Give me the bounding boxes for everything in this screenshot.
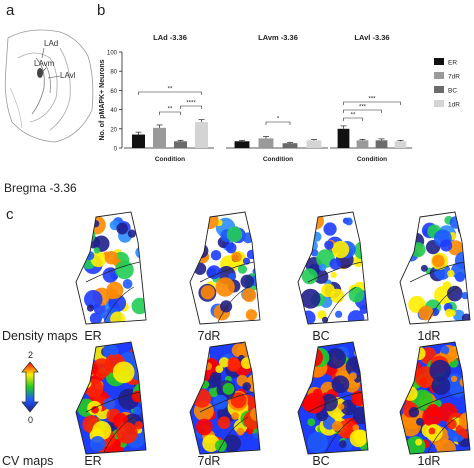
color-scale-bar (21, 361, 39, 413)
lavl-label: LAvl (60, 71, 76, 80)
bar (356, 140, 369, 148)
significance-bracket (138, 91, 202, 95)
significance-label: * (277, 117, 280, 123)
significance-bracket (180, 105, 202, 109)
x-axis-label: Condition (263, 156, 293, 163)
significance-bracket (343, 117, 363, 121)
map-outline (189, 211, 261, 325)
bar (375, 140, 388, 148)
density-col-er: ER (84, 329, 102, 343)
bar (173, 141, 188, 148)
bar-chart-panel: No. of pMAPK+ Neurons 0 20 40 60 80 100 LAd -3… (99, 33, 460, 163)
bar (234, 141, 250, 148)
density-maps-label: Density maps (2, 329, 78, 343)
significance-label: ** (351, 113, 356, 119)
subregion-boundary (199, 391, 255, 413)
y-axis-label: No. of pMAPK+ Neurons (99, 59, 106, 140)
bar (337, 128, 350, 148)
subregion-boundary (427, 286, 459, 323)
significance-label: ** (168, 107, 173, 113)
bar (258, 138, 274, 148)
y-tick-label: 100 (107, 51, 118, 57)
x-axis-label: Condition (357, 156, 387, 163)
subregion-boundary (85, 261, 141, 283)
density-col-bc: BC (312, 329, 330, 343)
map-outline (399, 211, 471, 325)
density-map (79, 215, 146, 324)
legend-swatch (434, 72, 444, 79)
cv-col-er: ER (84, 454, 102, 468)
bar (194, 122, 209, 148)
scale-min-label: 0 (28, 415, 33, 425)
significance-label: *** (368, 97, 376, 103)
subregion-boundary (427, 416, 459, 453)
bar (306, 140, 322, 148)
subregion-boundary (325, 416, 357, 453)
x-axis-label: Condition (155, 156, 185, 163)
map-outline (75, 211, 147, 325)
panel-c-letter: c (6, 206, 14, 223)
legend-swatch (434, 100, 444, 107)
panel-b-letter: b (97, 2, 106, 19)
y-tick-label: 0 (114, 147, 118, 153)
significance-bracket (265, 121, 291, 125)
chart-title: LAvl -3.36 (354, 33, 389, 42)
lavm-label: LAvm (34, 59, 55, 68)
cv-maps-label: CV maps (2, 454, 54, 468)
subregion-boundary (307, 391, 363, 413)
bar (394, 141, 407, 148)
legend-label: 7dR (448, 74, 460, 81)
subregion-boundary (103, 286, 135, 323)
cv-map (76, 342, 146, 454)
y-tick-label: 40 (110, 108, 117, 114)
brain-atlas-diagram: LAd LAvm LAvl (4, 29, 94, 143)
significance-bracket (159, 111, 181, 115)
significance-label: **** (186, 101, 196, 107)
subregion-boundary (409, 391, 465, 413)
bar (282, 143, 298, 148)
subregion-boundary (325, 286, 357, 323)
legend-label: ER (448, 60, 457, 67)
legend-swatch (434, 58, 444, 65)
legend-swatch (434, 86, 444, 93)
y-tick-label: 80 (110, 70, 117, 76)
legend-label: 1dR (448, 102, 460, 109)
significance-label: *** (359, 105, 367, 111)
density-map (193, 212, 260, 321)
scale-max-label: 2 (28, 350, 33, 360)
y-tick-label: 60 (110, 89, 117, 95)
legend-label: BC (448, 88, 457, 95)
subregion-boundary (409, 261, 465, 283)
cv-col-1dr: 1dR (417, 454, 441, 468)
lad-label: LAd (44, 39, 58, 48)
density-col-1dr: 1dR (417, 329, 441, 343)
significance-label: ** (168, 87, 173, 93)
subregion-boundary (85, 391, 141, 413)
panel-a-letter: a (6, 2, 15, 19)
chart-legend: ER 7dR BC 1dR (434, 58, 460, 109)
significance-bracket (343, 109, 382, 113)
chart-title: LAvm -3.36 (258, 33, 298, 42)
bregma-label: Bregma -3.36 (4, 181, 77, 195)
density-col-7dr: 7dR (197, 329, 221, 343)
bar (131, 134, 146, 148)
map-outline (297, 211, 369, 325)
map-outline (75, 341, 147, 455)
map-outline (189, 341, 261, 455)
subregion-boundary (103, 416, 135, 453)
map-outline (297, 341, 369, 455)
y-tick-label: 20 (110, 127, 117, 133)
subregion-boundary (199, 261, 255, 283)
map-outline (399, 341, 471, 455)
subregion-boundary (307, 261, 363, 283)
bar (152, 127, 167, 148)
significance-bracket (343, 101, 401, 105)
subregion-boundary (217, 416, 249, 453)
chart-title: LAd -3.36 (153, 33, 187, 42)
cv-col-7dr: 7dR (197, 454, 221, 468)
cv-col-bc: BC (312, 454, 330, 468)
subregion-boundary (217, 286, 249, 323)
